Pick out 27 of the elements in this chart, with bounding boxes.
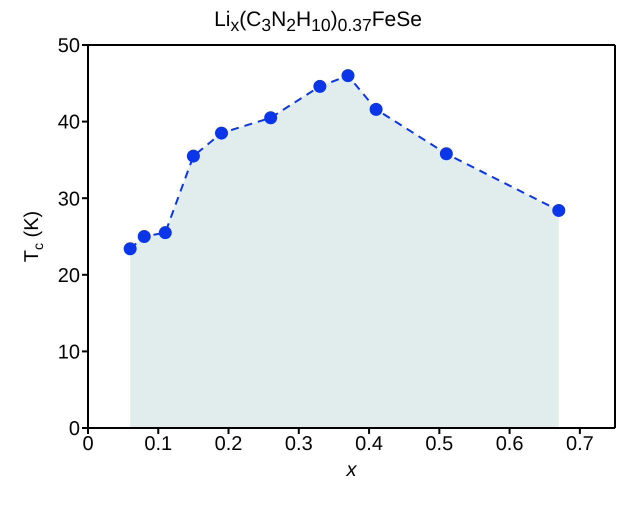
x-tick-label: 0.6 [496, 433, 524, 456]
point [313, 80, 326, 93]
point [124, 242, 137, 256]
point [186, 150, 200, 163]
x-tick-label: 0.4 [355, 433, 383, 456]
x-tick-label: 0.3 [284, 433, 313, 456]
y-tick-label: 20 [58, 264, 80, 287]
point [138, 230, 151, 243]
x-tick-label: 0.7 [566, 433, 594, 456]
y-tick-label: 50 [58, 35, 80, 58]
y-tick-label: 30 [58, 188, 80, 210]
y-tick-label: 0 [68, 418, 80, 440]
point [440, 147, 453, 160]
y-tick-label: 10 [58, 342, 80, 364]
x-axis-title: x [346, 459, 358, 481]
point [552, 204, 566, 217]
chart-title: Li$_{x}$(C$_{3}$N$_{2}$H$_{10}$)$_{0.37}$FeSe [214, 8, 422, 36]
point [341, 69, 354, 82]
point [264, 111, 278, 124]
x-tick-label: 0.2 [214, 433, 242, 456]
point [215, 126, 228, 140]
x-tick-label: 0 [82, 433, 94, 456]
x-tick-label: 0.1 [144, 433, 172, 456]
point [158, 226, 172, 240]
x-tick-label: 0.5 [425, 433, 454, 456]
point [370, 102, 383, 116]
y-tick-label: 40 [58, 112, 80, 134]
